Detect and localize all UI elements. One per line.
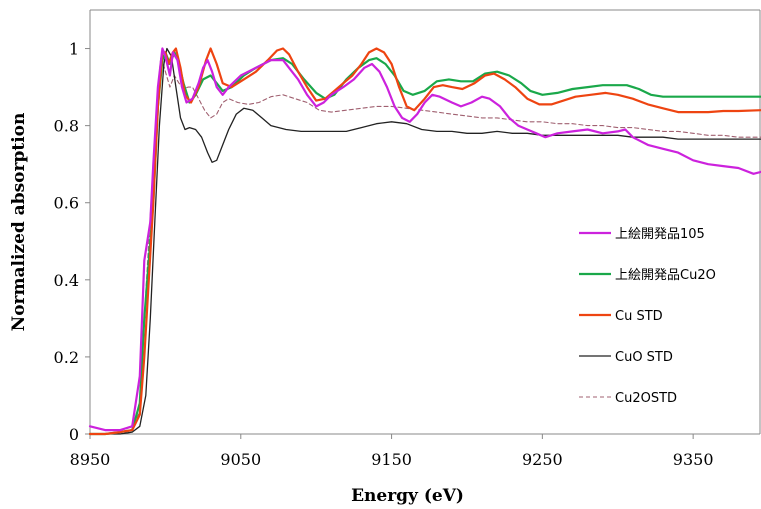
y-tick-label: 0.6 (54, 194, 79, 213)
y-tick-label: 0 (69, 425, 79, 444)
y-tick-label: 1 (69, 40, 79, 59)
series-line (90, 56, 761, 434)
y-tick-label: 0.4 (54, 271, 79, 290)
plot-area (90, 10, 760, 434)
x-tick-label: 8950 (70, 450, 111, 469)
y-tick-label: 0.8 (54, 117, 79, 136)
x-tick-label: 9250 (522, 450, 563, 469)
x-tick-label: 9050 (220, 450, 261, 469)
legend-label: CuO STD (615, 350, 673, 365)
x-tick-label: 9150 (371, 450, 412, 469)
y-axis-title: Normalized absorption (9, 113, 29, 332)
x-axis-ticks: 8950 9050 9150 9250 9350 (70, 434, 714, 469)
x-tick-label: 9350 (673, 450, 714, 469)
y-tick-label: 0.2 (54, 348, 79, 367)
legend-label: Cu STD (615, 309, 663, 324)
y-axis-ticks: 0 0.2 0.4 0.6 0.8 1 (54, 40, 90, 444)
legend: 上絵開発品105 上絵開発品Cu2O Cu STD CuO STD Cu2OSTD (579, 227, 716, 406)
legend-label: 上絵開発品105 (615, 227, 705, 242)
x-axis-title: Energy (eV) (351, 486, 464, 506)
legend-label: Cu2OSTD (615, 391, 677, 406)
series-line (90, 52, 761, 434)
legend-label: 上絵開発品Cu2O (615, 268, 716, 283)
